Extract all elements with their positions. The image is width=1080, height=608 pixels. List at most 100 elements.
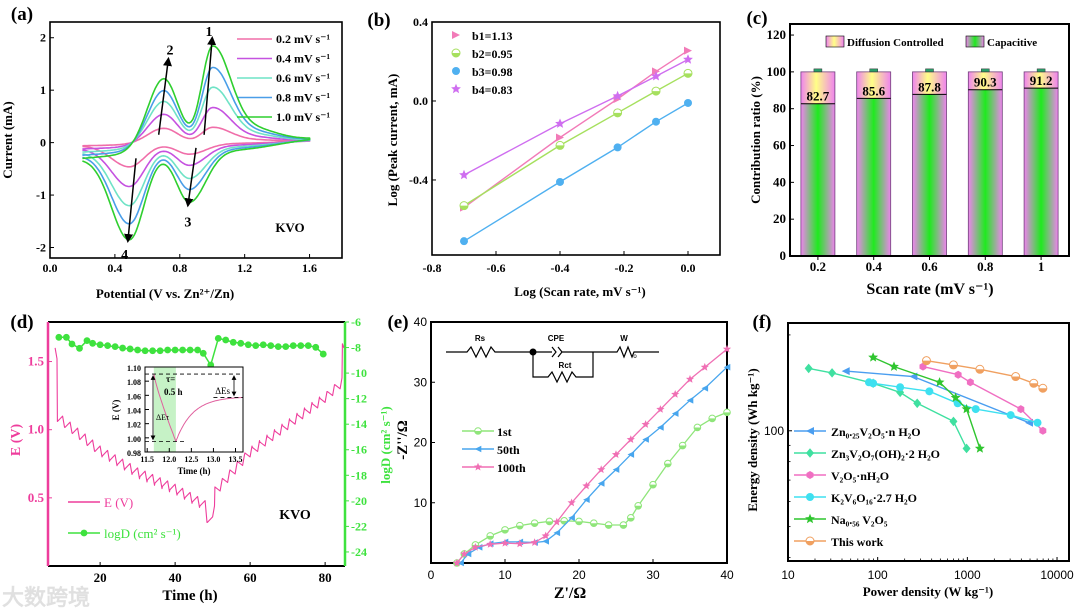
legend-marker-star: [473, 462, 483, 471]
x-tick-label: -0.6: [487, 261, 506, 275]
y-tick-label: -1: [36, 188, 46, 202]
ragone-point-half: [1011, 376, 1020, 381]
logd-point: [319, 350, 327, 358]
y-tick-label: 1: [40, 83, 46, 97]
x-tick-label: 0.4: [107, 261, 122, 275]
legend-label: 0.6 mV s⁻¹: [276, 71, 330, 85]
nyquist-point-half: [664, 463, 672, 467]
inset-delta-e-tau: ΔEτ: [156, 413, 170, 422]
y-tick-label: 100: [767, 64, 787, 79]
x-tick-label: 100: [868, 568, 888, 582]
panel-label: (c): [746, 8, 767, 29]
nyquist-point-half: [531, 523, 538, 527]
circuit-label-rs: Rs: [475, 334, 486, 343]
nyquist-point-half: [634, 505, 642, 510]
nyquist-point-half: [723, 412, 731, 416]
nyquist-point-tri-left: [657, 424, 664, 431]
nyquist-point-star: [541, 531, 550, 540]
ragone-point-diamond: [949, 416, 958, 427]
data-point-circle: [613, 143, 622, 152]
logd-point: [214, 334, 222, 342]
ragone-point-star: [868, 352, 879, 362]
y-axis-label: E (V): [9, 424, 24, 457]
legend-marker-hexagon: [806, 471, 814, 479]
peak-label: 3: [184, 215, 191, 230]
y-tick-label: 0: [780, 248, 787, 263]
y-tick-label: 1.5: [28, 354, 45, 369]
x-tick-label: 40: [169, 570, 182, 585]
x-tick-label: 20: [94, 570, 107, 585]
legend-label: Diffusion Controlled: [847, 37, 944, 49]
panel-b-b-value-fit: (b) -0.8 -0.6 -0.4 -0.2 0.0 -0.4 0.0 0.4 Log (Sca…: [367, 10, 721, 299]
legend-label: 1.0 mV s⁻¹: [276, 110, 330, 124]
logd-point: [126, 345, 134, 353]
bar-cap: [981, 68, 990, 73]
nyquist-point-star: [515, 539, 524, 548]
y-tick-label: 1.08: [127, 378, 141, 387]
panel-f-ragone: (f) 10 100 1000 10000 100 Power density (W kg⁻…: [745, 312, 1074, 599]
y-tick-label: 100: [764, 424, 784, 438]
y-tick-label: 1.00: [127, 435, 141, 444]
bar-cap: [925, 68, 934, 73]
legend-label: 50th: [497, 443, 520, 457]
nyquist-point-star: [611, 450, 621, 458]
resistor-rs: [446, 345, 533, 359]
peak-arrow: [124, 158, 137, 244]
legend-marker-logd: [80, 529, 88, 537]
legend-marker-half: [474, 431, 482, 435]
ragone-point-circle: [1033, 418, 1042, 427]
bar-capacitive: [912, 94, 947, 256]
data-point-star: [555, 118, 565, 128]
legend-label: Zn₀.₂₅V₂O₅·n H₂O: [831, 425, 921, 439]
x-tick-label: 80: [319, 570, 332, 585]
legend-label: 0.2 mV s⁻¹: [276, 32, 330, 46]
ragone-line: [926, 360, 1044, 389]
nyquist-point-star: [567, 498, 576, 507]
logd-point: [274, 343, 282, 351]
logd-point: [289, 342, 297, 350]
logd-point: [304, 342, 312, 350]
peak-arrow: [184, 147, 197, 208]
nyquist-point-tri-left: [583, 496, 590, 504]
nyquist-point-star: [471, 543, 480, 551]
x-tick-label: 10: [781, 568, 795, 582]
logd-point: [156, 347, 164, 355]
logd-point: [199, 349, 207, 357]
legend-label: 0.4 mV s⁻¹: [276, 52, 330, 66]
data-point-circle: [460, 237, 468, 246]
nyquist-point-tri-left: [553, 529, 561, 537]
y-tick-label: 20: [773, 211, 786, 226]
ragone-point-tri-left: [841, 367, 850, 376]
y-tick-label: 80: [773, 101, 786, 116]
logd-point: [141, 347, 149, 355]
y-right-tick-label: -8: [351, 341, 361, 355]
logd-point: [179, 346, 187, 354]
panel-label: (a): [11, 4, 33, 25]
data-point-tri-right: [684, 46, 692, 55]
panel-label: (b): [367, 10, 390, 31]
inset-y-label: E (V): [111, 400, 121, 421]
data-point-circle: [556, 177, 564, 186]
ragone-point-half: [949, 364, 958, 369]
nyquist-point-star: [671, 390, 680, 398]
y-tick-label: 1.02: [127, 421, 141, 430]
plot-frame: [49, 21, 343, 259]
ragone-point-half: [975, 369, 984, 374]
legend-label: b1=1.13: [472, 29, 513, 43]
nyquist-point-half: [501, 529, 509, 534]
bar-diffusion: [1024, 71, 1059, 89]
x-axis-label: Z'/Ω: [554, 585, 587, 602]
bar-capacitive: [800, 103, 835, 256]
panel-label: (f): [753, 312, 772, 333]
legend-marker-tri-right: [452, 31, 460, 39]
ragone-point-diamond: [962, 443, 971, 454]
y-tick-label: 20: [414, 436, 428, 450]
logd-point: [104, 342, 112, 350]
y-tick-label: 1.10: [127, 364, 141, 373]
legend-label: Capacitive: [987, 37, 1037, 49]
ragone-point-hexagon: [954, 370, 962, 379]
x-axis-label: Potential (V vs. Zn²⁺/Zn): [96, 286, 234, 301]
nyquist-point-tri-left: [671, 410, 679, 417]
legend-marker-star: [805, 513, 815, 524]
y-tick-label: 120: [767, 27, 787, 42]
